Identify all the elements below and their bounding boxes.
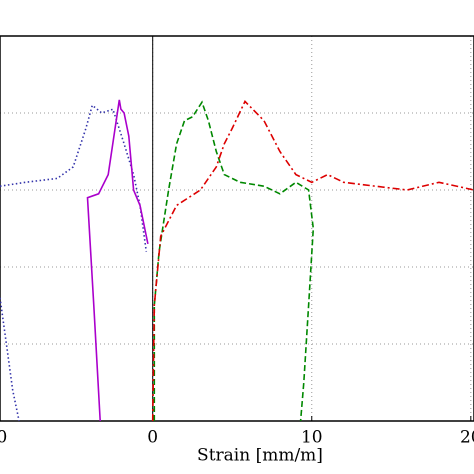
x-axis-label: Strain [mm/m] [197, 446, 323, 466]
x-tick-label: 10 [301, 428, 323, 448]
plot-frame [0, 35, 474, 422]
series-line [0, 103, 148, 422]
series-line [86, 99, 149, 422]
x-tick-label: -10 [0, 428, 7, 448]
x-tick-label: 20 [460, 428, 474, 448]
series-line [151, 100, 474, 422]
x-tick-label: 0 [147, 428, 158, 448]
series-line [153, 100, 315, 422]
